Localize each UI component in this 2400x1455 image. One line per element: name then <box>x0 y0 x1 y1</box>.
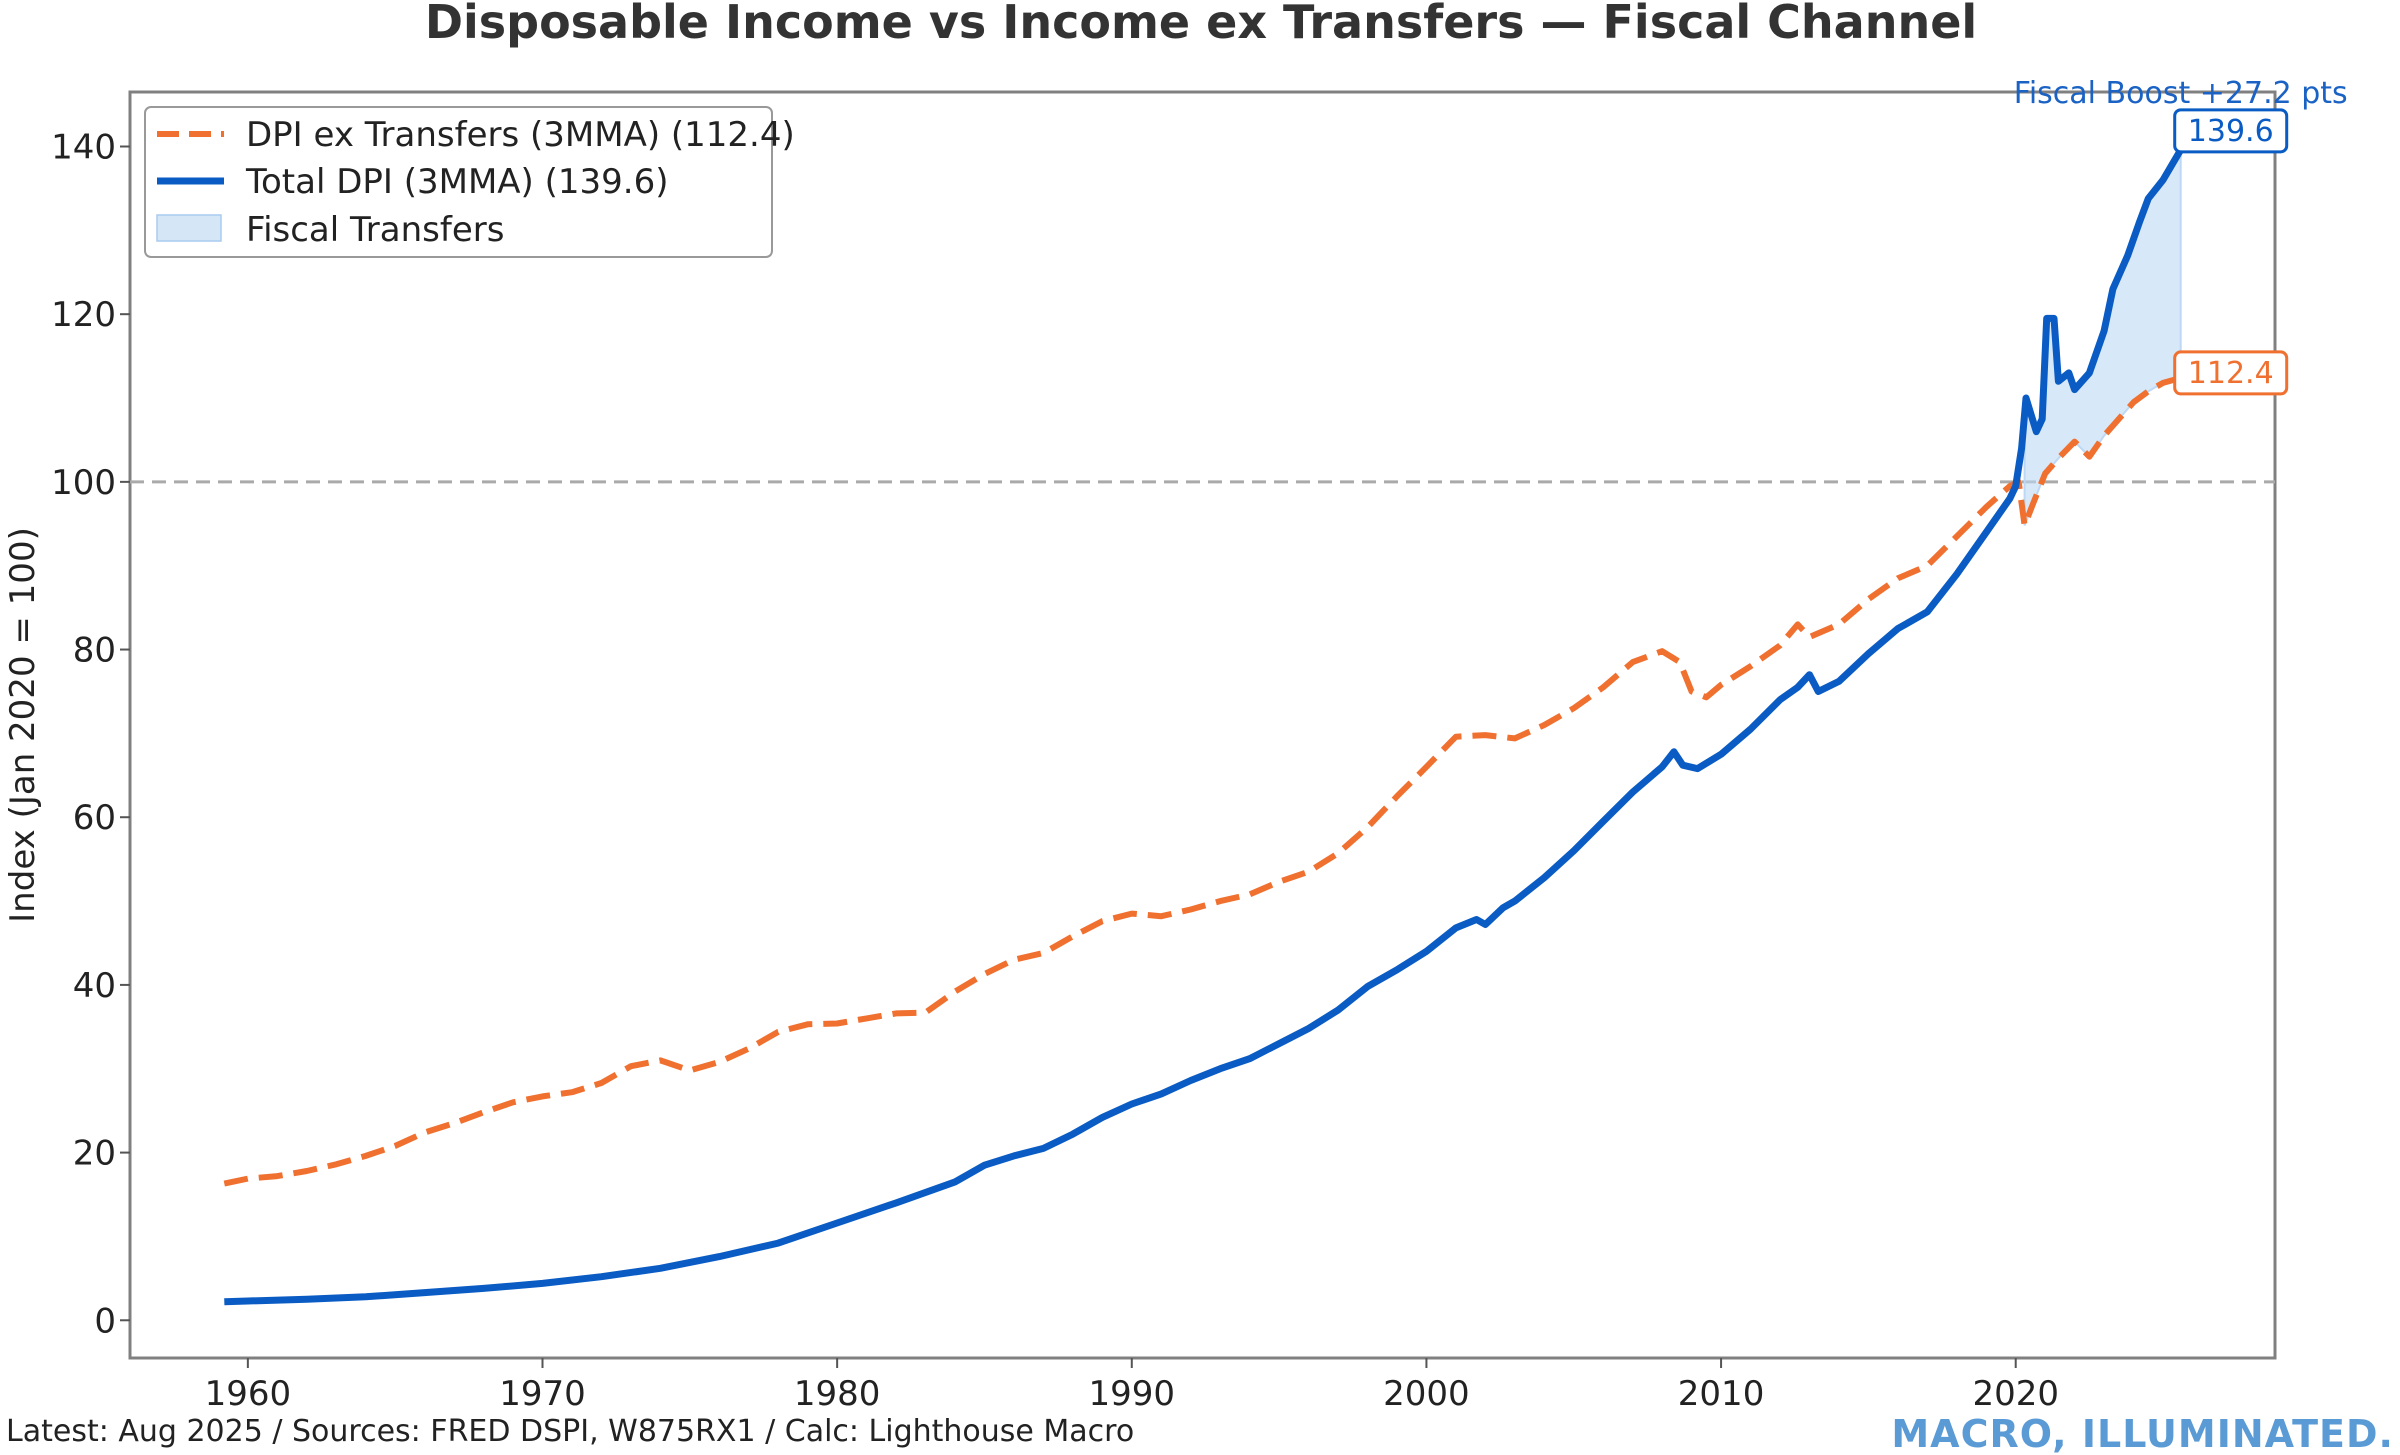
series-line-dpi-ex-transfers <box>223 375 2182 1187</box>
legend: DPI ex Transfers (3MMA) (112.4) Total DP… <box>144 106 795 258</box>
fiscal-boost-annotation: Fiscal Boost +27.2 pts <box>2014 76 2348 111</box>
series-line-total-dpi <box>224 148 2184 1306</box>
y-tick-label: 0 <box>94 1301 116 1341</box>
y-tick-label: 120 <box>51 295 116 335</box>
end-label-box-total-dpi <box>2173 108 2289 154</box>
chart-title: Disposable Income vs Income ex Transfers… <box>425 0 1977 49</box>
end-label-layer: 112.4 139.6 <box>2173 108 2289 396</box>
x-tick-label: 1970 <box>499 1374 586 1414</box>
x-tick-label: 1960 <box>205 1374 292 1414</box>
legend-box <box>144 106 773 258</box>
y-tick-label: 20 <box>73 1134 116 1174</box>
legend-swatch-fiscal-transfers <box>156 214 222 242</box>
end-label-box-dpi-ex-transfers <box>2173 350 2289 396</box>
x-tick-label: 2010 <box>1678 1374 1765 1414</box>
end-label-total-dpi: 139.6 <box>2188 114 2274 149</box>
x-tick-label: 1990 <box>1089 1374 1176 1414</box>
legend-label-total-dpi: Total DPI (3MMA) (139.6) <box>245 162 669 202</box>
brand-tagline: MACRO, ILLUMINATED. <box>1891 1412 2394 1455</box>
y-tick-label: 100 <box>51 463 116 503</box>
x-tick-label: 2000 <box>1383 1374 1470 1414</box>
series-layer <box>223 148 2184 1306</box>
annotation-layer: Fiscal Boost +27.2 pts <box>2014 76 2348 111</box>
x-tick-label: 2020 <box>1972 1374 2059 1414</box>
y-tick-label: 80 <box>73 631 116 671</box>
legend-label-dpi-ex-transfers: DPI ex Transfers (3MMA) (112.4) <box>246 115 795 155</box>
y-tick-label: 140 <box>51 127 116 167</box>
y-tick-label: 60 <box>73 798 116 838</box>
plot-area: 112.4 139.6 Fiscal Boost +27.2 pts <box>128 76 2348 1360</box>
y-axis: 0 20 40 60 80 100 120 140 <box>51 127 130 1341</box>
y-axis-label: Index (Jan 2020 = 100) <box>3 527 43 923</box>
end-label-dpi-ex-transfers: 112.4 <box>2188 356 2274 391</box>
plot-frame <box>128 90 2277 1360</box>
footer-source: Latest: Aug 2025 / Sources: FRED DSPI, W… <box>6 1414 1134 1449</box>
x-axis: 1960 1970 1980 1990 2000 2010 2020 <box>205 1358 2059 1414</box>
y-tick-label: 40 <box>73 966 116 1006</box>
x-tick-label: 1980 <box>794 1374 881 1414</box>
legend-label-fiscal-transfers: Fiscal Transfers <box>246 210 504 250</box>
